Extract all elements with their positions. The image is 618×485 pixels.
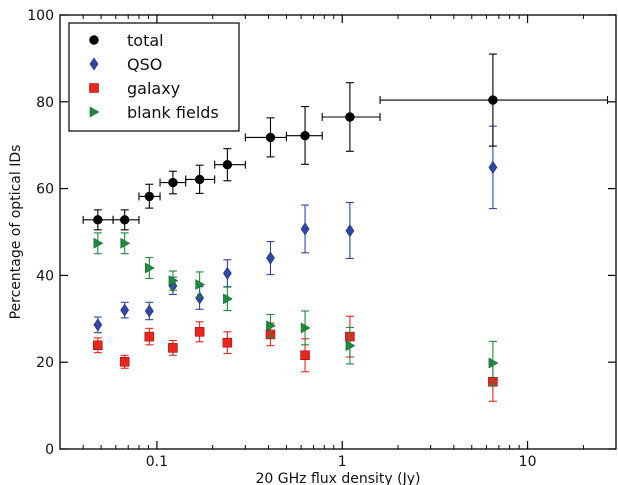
legend-marker-blank-fields [89,106,100,118]
data-point [119,357,130,367]
legend-marker-QSO [89,57,99,71]
data-point [345,224,355,238]
y-tick-label: 40 [36,268,54,284]
data-point [195,279,206,290]
series-layer [82,53,609,402]
legend: total QSO galaxy blank fields [68,22,240,132]
data-point [265,132,276,143]
minor-ticks [59,15,617,449]
data-point [119,215,130,225]
data-point [222,337,233,348]
data-point [488,160,498,174]
legend-label: QSO [127,55,162,74]
data-point [93,318,103,332]
x-tick-label: 1 [338,454,347,470]
data-point [194,327,205,337]
x-tick-label: 10 [519,454,537,470]
data-point [120,303,130,317]
data-point [93,237,104,249]
data-point [145,262,155,274]
data-point [144,331,155,342]
data-point [168,275,179,287]
series-total [82,53,609,231]
y-tick-label: 100 [27,8,54,24]
y-tick-label: 0 [45,442,54,458]
data-point [300,222,310,236]
y-tick-label: 20 [36,355,54,371]
data-point [488,357,499,369]
y-tick-label: 80 [36,95,54,111]
data-point [168,343,178,353]
data-point [168,177,178,188]
x-tick-label: 0.1 [146,454,168,470]
data-point [222,160,233,170]
legend-label: blank fields [127,103,219,122]
data-point [300,350,310,361]
data-point [300,130,310,141]
legend-label: total [127,31,164,50]
data-point [488,95,498,105]
data-point [93,215,103,225]
data-point [120,237,131,249]
series-blank-fields [93,232,499,386]
data-point [345,112,355,122]
y-tick-label: 60 [36,182,54,198]
x-axis-label: 20 GHz flux density (Jy) [256,471,421,485]
data-point [144,304,154,318]
data-point [195,291,204,305]
y-axis-ticks: 0 20 40 60 80 100 [27,8,616,458]
data-point [266,320,276,332]
data-point [194,174,205,185]
y-axis-label: Percentage of optical IDs [8,145,24,320]
data-point [345,340,356,352]
legend-marker-total [89,35,99,45]
data-point [223,266,232,280]
data-point [144,191,155,202]
legend-label: galaxy [127,79,180,98]
data-point [300,322,311,334]
data-point [266,251,275,265]
data-point [223,293,233,305]
legend-marker-galaxy [89,83,99,93]
data-point [93,340,103,351]
x-axis-ticks: 0.1 1 10 [146,15,537,470]
